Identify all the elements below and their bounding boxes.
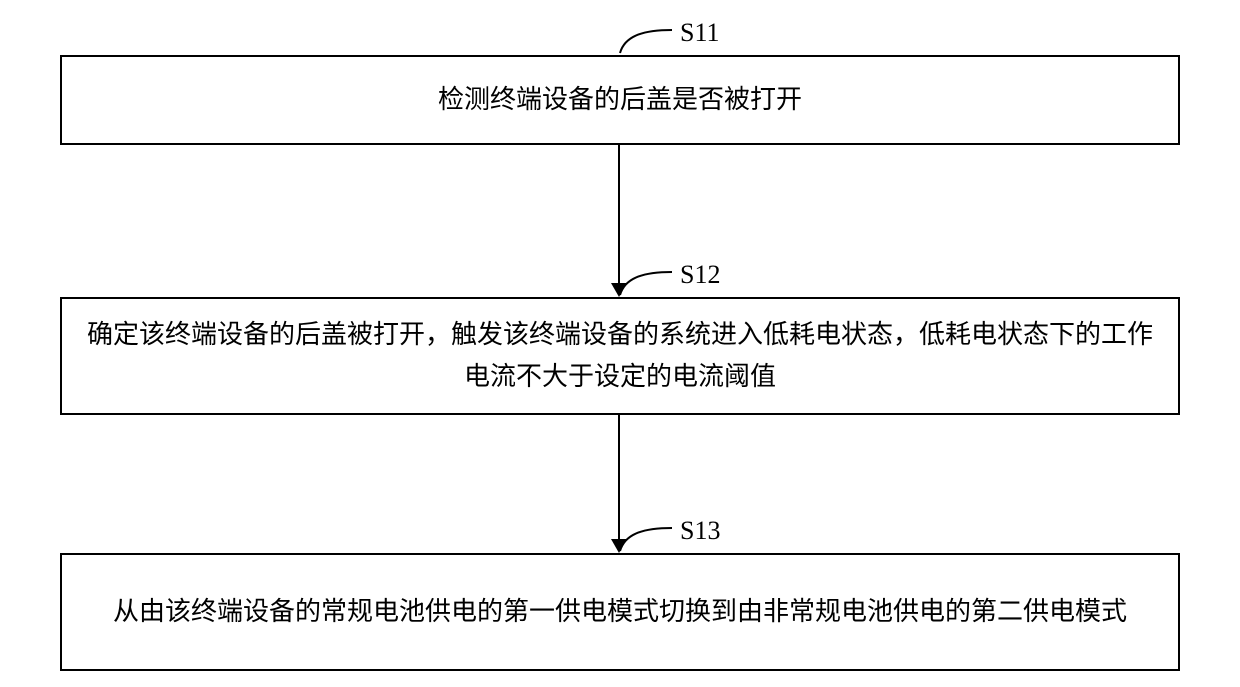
flow-step-s11: 检测终端设备的后盖是否被打开: [60, 55, 1180, 145]
flow-step-text: 从由该终端设备的常规电池供电的第一供电模式切换到由非常规电池供电的第二供电模式: [113, 591, 1127, 633]
flow-step-s13: 从由该终端设备的常规电池供电的第一供电模式切换到由非常规电池供电的第二供电模式: [60, 553, 1180, 671]
flow-step-text: 确定该终端设备的后盖被打开，触发该终端设备的系统进入低耗电状态，低耗电状态下的工…: [82, 314, 1158, 397]
arrow-s12-s13: [618, 415, 620, 539]
flow-step-text: 检测终端设备的后盖是否被打开: [438, 79, 802, 121]
flow-step-label-s12: S12: [680, 260, 720, 290]
label-connector-s11: [615, 25, 677, 58]
flowchart-canvas: 检测终端设备的后盖是否被打开 S11 确定该终端设备的后盖被打开，触发该终端设备的系…: [0, 0, 1240, 687]
flow-step-label-s13: S13: [680, 516, 720, 546]
arrow-head-s12-s13: [611, 539, 627, 553]
arrow-head-s11-s12: [611, 283, 627, 297]
flow-step-s12: 确定该终端设备的后盖被打开，触发该终端设备的系统进入低耗电状态，低耗电状态下的工…: [60, 297, 1180, 415]
arrow-s11-s12: [618, 145, 620, 283]
flow-step-label-s11: S11: [680, 18, 720, 48]
